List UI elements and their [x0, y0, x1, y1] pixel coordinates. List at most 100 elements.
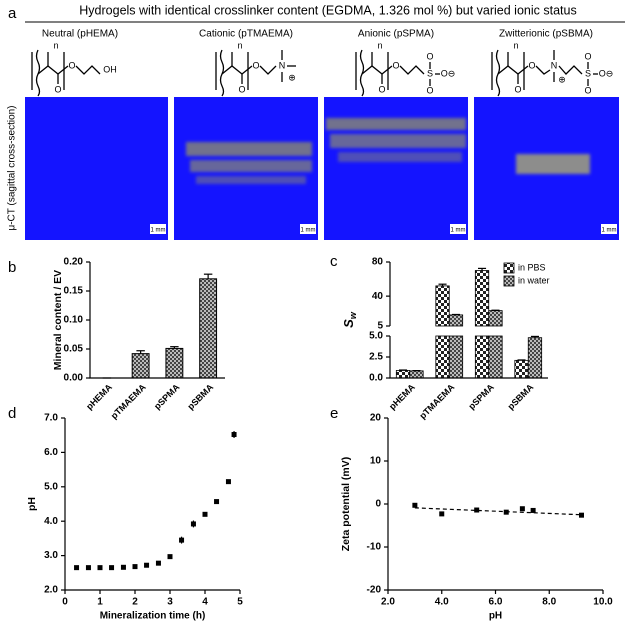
atom: O [514, 84, 521, 94]
y-axis-label: Sw [341, 311, 358, 328]
x-tick-label: 4.0 [435, 597, 449, 608]
structure: n O O N ⊕ S O O O⊖ [491, 40, 614, 97]
bar [474, 270, 490, 327]
y-tick-label: 3.0 [44, 550, 58, 561]
point [144, 562, 150, 568]
sample-name: Cationic (pTMAEMA) [199, 29, 293, 40]
y-tick-label: 4.0 [44, 516, 58, 527]
bar [165, 347, 184, 379]
scale-bar-box [450, 224, 466, 234]
x-tick-label: 6.0 [489, 597, 503, 608]
y-tick-label: 6.0 [44, 447, 58, 458]
scale-bar-box [150, 224, 166, 234]
sample-name: Neutral (pHEMA) [42, 29, 118, 40]
y-tick-label: 20 [370, 413, 382, 424]
scale-bar: 1 mm [301, 228, 316, 234]
y-tick-label: 0.00 [64, 373, 84, 384]
y-tick-label: -20 [367, 585, 382, 596]
y-axis-label: Zeta potential (mV) [340, 457, 352, 552]
bar [488, 310, 503, 327]
atom: O [238, 84, 245, 94]
atom: S [427, 68, 433, 78]
y-tick-label: 5 [377, 321, 383, 332]
x-tick-label: 10.0 [593, 597, 613, 608]
point [474, 507, 480, 513]
y-axis-label-main: S [341, 319, 356, 328]
y-tick-label: 0.15 [64, 286, 84, 297]
point [179, 537, 185, 543]
point [74, 565, 80, 571]
point [155, 560, 161, 566]
x-tick-label: pTMAEMA [417, 382, 456, 421]
point [519, 506, 525, 512]
x-tick-label: 2.0 [381, 597, 395, 608]
x-axis-label: Mineralization time (h) [100, 611, 206, 622]
atom: O [528, 60, 535, 70]
atom: O [68, 60, 75, 70]
y-tick-label: 2.5 [369, 352, 383, 363]
figure-title: Hydrogels with identical crosslinker con… [79, 3, 576, 17]
atom: O [584, 85, 591, 95]
atom: N [279, 60, 286, 70]
atom: n [513, 40, 518, 50]
y-tick-label: 40 [372, 291, 384, 302]
x-tick-label: 5 [237, 597, 243, 608]
y-tick-label: 80 [372, 257, 384, 268]
point [439, 511, 445, 517]
x-axis-label: pH [489, 611, 502, 622]
atom: O [392, 60, 399, 70]
bar [527, 337, 543, 379]
x-tick-label: pHEMA [387, 382, 417, 412]
scale-bar-box [300, 224, 316, 234]
x-tick-label: 4 [202, 597, 208, 608]
structure: n O O N ⊕ [215, 40, 296, 97]
structure: n O O S O O O⊖ [355, 40, 456, 97]
y-tick-label: 5.0 [44, 481, 58, 492]
y-axis-label-sub: w [348, 311, 358, 319]
panel-label: d [8, 405, 16, 422]
atom: n [53, 40, 58, 50]
atom: O [426, 85, 433, 95]
ct-texture [186, 118, 590, 184]
bar [488, 335, 503, 379]
y-tick-label: 0.0 [369, 373, 383, 384]
scale-bar: 1 mm [151, 228, 166, 234]
point [214, 499, 220, 505]
atom: OH [103, 64, 117, 74]
sample-name: Zwitterionic (pSBMA) [499, 29, 593, 40]
atom: O [426, 51, 433, 61]
point [503, 509, 509, 515]
point [579, 512, 584, 518]
x-tick-label: 0 [62, 597, 68, 608]
ct-image [25, 97, 168, 240]
atom: S [585, 68, 591, 78]
panel-label: b [8, 259, 16, 276]
point [231, 432, 237, 438]
axis [64, 418, 240, 591]
scale-bar: 1 mm [602, 228, 617, 234]
point [225, 479, 231, 485]
axis [389, 336, 548, 379]
x-tick-label: 3 [167, 597, 173, 608]
atom: O⊖ [441, 68, 456, 78]
x-tick-label: pSPMA [152, 382, 182, 412]
point [167, 554, 173, 560]
bar [435, 285, 450, 327]
axis [387, 418, 603, 591]
atom: N [551, 60, 558, 70]
sample-name: Anionic (pSPMA) [358, 29, 434, 40]
bar [448, 314, 464, 327]
panel-label: c [330, 253, 338, 270]
y-axis-label: pH [26, 497, 38, 511]
x-tick-label: pHEMA [84, 382, 114, 412]
atom: O⊖ [599, 68, 614, 78]
bar [409, 370, 424, 379]
point [85, 565, 91, 571]
x-tick-label: pSPMA [466, 382, 496, 412]
point [412, 502, 418, 508]
bar [131, 353, 150, 379]
scale-bar-box [601, 224, 617, 234]
x-tick-label: pSBMA [506, 382, 536, 412]
point [132, 564, 138, 570]
y-tick-label: 5.0 [369, 331, 383, 342]
